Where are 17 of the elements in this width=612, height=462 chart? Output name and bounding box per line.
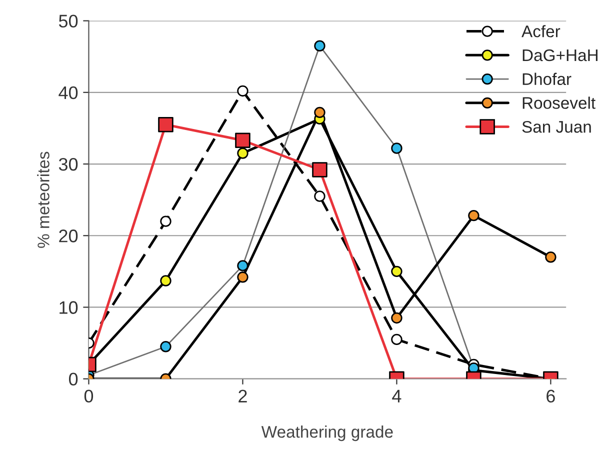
y-tick-label: 50 bbox=[58, 14, 78, 28]
legend-label: Acfer bbox=[522, 25, 560, 38]
x-axis-title: Weathering grade bbox=[261, 426, 393, 442]
y-tick-label: 20 bbox=[59, 230, 78, 242]
x-tick-label: 6 bbox=[546, 390, 555, 403]
legend-label: San Juan bbox=[522, 120, 591, 133]
y-axis-title: % meteorites bbox=[37, 152, 50, 248]
x-tick-label: 4 bbox=[392, 390, 402, 402]
legend-label: DaG+HaH bbox=[522, 49, 598, 62]
y-tick-label: 10 bbox=[60, 301, 78, 314]
x-tick-label: 2 bbox=[238, 390, 247, 402]
legend-label: Roosevelt bbox=[522, 96, 596, 109]
legend-label: Dhofar bbox=[522, 72, 572, 86]
x-tick-label: 0 bbox=[84, 390, 94, 403]
y-tick-label: 30 bbox=[58, 158, 78, 171]
y-tick-label: 40 bbox=[58, 86, 78, 100]
y-tick-label: 0 bbox=[68, 372, 78, 386]
